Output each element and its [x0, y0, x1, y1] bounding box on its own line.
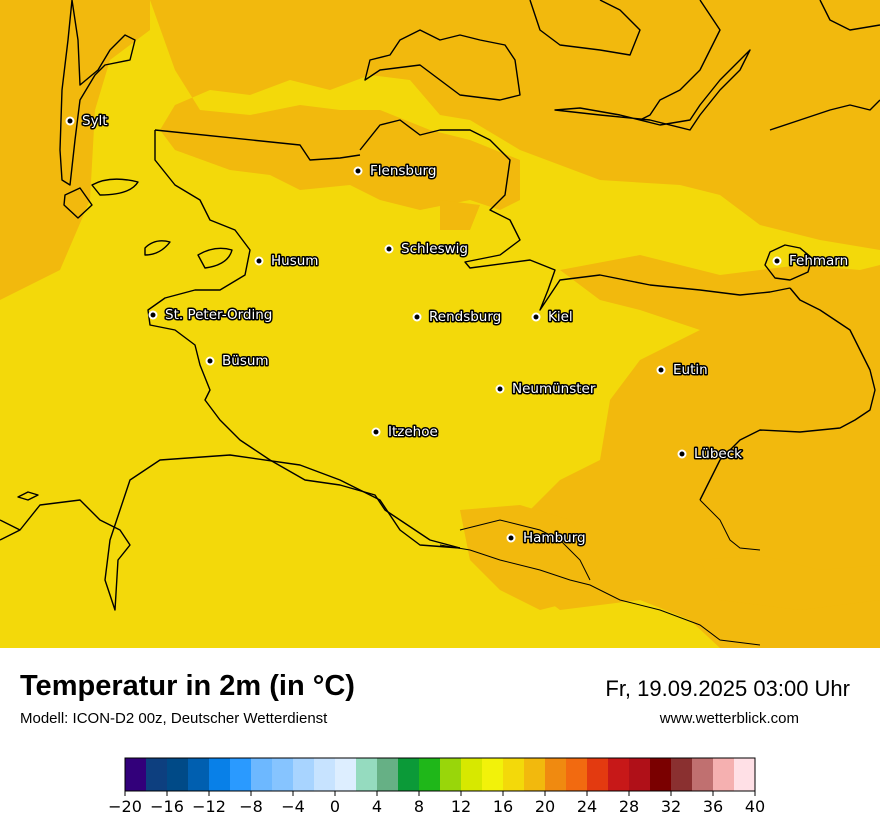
- city-dot: [205, 356, 215, 366]
- legend-swatch: [188, 758, 210, 791]
- legend-tick-label: 24: [577, 797, 597, 816]
- legend-swatch: [230, 758, 252, 791]
- warm-temperature-areas: [0, 0, 880, 648]
- legend-tick-label: 28: [619, 797, 639, 816]
- legend-tick-label: 4: [372, 797, 382, 816]
- legend-swatch: [419, 758, 441, 791]
- legend-swatch: [314, 758, 336, 791]
- city-marker: Hamburg: [506, 529, 587, 548]
- legend-tick-label: 8: [414, 797, 424, 816]
- legend-tick-label: 36: [703, 797, 723, 816]
- city-label: St. Peter-Ording: [165, 307, 272, 323]
- city-label: Itzehoe: [388, 424, 438, 440]
- legend-swatch: [608, 758, 630, 791]
- legend-swatch: [692, 758, 714, 791]
- legend-swatch: [335, 758, 357, 791]
- city-markers: Sylt Flensburg Schleswig Husum St. Peter-Ord…: [65, 112, 850, 548]
- legend-tick-label: 0: [330, 797, 340, 816]
- city-label: Kiel: [548, 309, 573, 325]
- temperature-legend: −20 −16 −12 −8 −4 0 4 8 12 16 20 24 28 32 36 40: [108, 757, 765, 816]
- city-dot: [772, 256, 782, 266]
- city-dot: [254, 256, 264, 266]
- city-marker: Neumünster: [495, 380, 597, 399]
- city-dot: [384, 244, 394, 254]
- legend-swatch: [146, 758, 168, 791]
- legend-tick-label: −8: [239, 797, 263, 816]
- city-marker: Rendsburg: [412, 308, 503, 327]
- city-dot: [353, 166, 363, 176]
- city-dot: [506, 533, 516, 543]
- temperature-map: Sylt Flensburg Schleswig Husum St. Peter-Ord…: [0, 0, 880, 648]
- city-label: Fehmarn: [789, 253, 848, 269]
- legend-swatch: [503, 758, 525, 791]
- legend-swatch: [587, 758, 609, 791]
- city-dot: [656, 365, 666, 375]
- city-marker: Kiel: [531, 308, 574, 327]
- map-title: Temperatur in 2m (in °C): [20, 670, 355, 702]
- legend-swatch: [272, 758, 294, 791]
- city-dot: [495, 384, 505, 394]
- legend-swatch: [482, 758, 504, 791]
- city-label: Neumünster: [512, 381, 596, 397]
- legend-tick-label: −20: [108, 797, 142, 816]
- city-label: Hamburg: [523, 530, 586, 546]
- website-link[interactable]: www.wetterblick.com: [659, 710, 799, 727]
- city-marker: Fehmarn: [772, 252, 850, 271]
- legend-swatch: [734, 758, 756, 791]
- city-marker: Lübeck: [677, 445, 744, 464]
- legend-swatch: [167, 758, 189, 791]
- forecast-datetime: Fr, 19.09.2025 03:00 Uhr: [605, 676, 850, 701]
- city-marker: Flensburg: [353, 162, 438, 181]
- city-marker: Sylt: [65, 112, 109, 131]
- legend-tick-label: 32: [661, 797, 681, 816]
- legend-swatch: [713, 758, 735, 791]
- city-marker: Schleswig: [384, 240, 470, 259]
- city-dot: [65, 116, 75, 126]
- legend-tick-label: −16: [150, 797, 184, 816]
- city-label: Büsum: [222, 353, 269, 369]
- legend-swatch: [545, 758, 567, 791]
- city-label: Flensburg: [370, 163, 436, 179]
- city-marker: Itzehoe: [371, 423, 439, 442]
- legend-swatch: [125, 758, 147, 791]
- city-label: Rendsburg: [429, 309, 501, 325]
- legend-swatch: [629, 758, 651, 791]
- legend-tick-label: 16: [493, 797, 513, 816]
- legend-swatch: [251, 758, 273, 791]
- legend-tick-label: 20: [535, 797, 555, 816]
- coastlines: [0, 0, 880, 611]
- city-marker: Eutin: [656, 361, 709, 380]
- legend-swatch: [398, 758, 420, 791]
- model-info: Modell: ICON-D2 00z, Deutscher Wetterdie…: [20, 710, 328, 727]
- legend-swatch: [461, 758, 483, 791]
- legend-swatch: [566, 758, 588, 791]
- state-borders: [439, 499, 761, 646]
- legend-tick-label: 12: [451, 797, 471, 816]
- legend-tick-label: −4: [281, 797, 305, 816]
- city-label: Sylt: [82, 113, 108, 129]
- city-dot: [412, 312, 422, 322]
- city-dot: [371, 427, 381, 437]
- city-marker: St. Peter-Ording: [148, 306, 274, 325]
- legend-swatch: [293, 758, 315, 791]
- legend-swatch: [524, 758, 546, 791]
- legend-swatch: [356, 758, 378, 791]
- city-marker: Büsum: [205, 352, 270, 371]
- city-label: Eutin: [673, 362, 708, 378]
- city-dot: [677, 449, 687, 459]
- legend-swatch: [440, 758, 462, 791]
- legend-swatch: [209, 758, 231, 791]
- city-dot: [531, 312, 541, 322]
- legend-tick-label: 40: [745, 797, 765, 816]
- legend-swatch: [671, 758, 693, 791]
- legend-swatch: [377, 758, 399, 791]
- legend-swatch: [650, 758, 672, 791]
- city-label: Husum: [271, 253, 318, 269]
- city-label: Lübeck: [694, 446, 742, 462]
- city-label: Schleswig: [401, 241, 468, 257]
- city-marker: Husum: [254, 252, 320, 271]
- legend-tick-label: −12: [192, 797, 226, 816]
- city-dot: [148, 310, 158, 320]
